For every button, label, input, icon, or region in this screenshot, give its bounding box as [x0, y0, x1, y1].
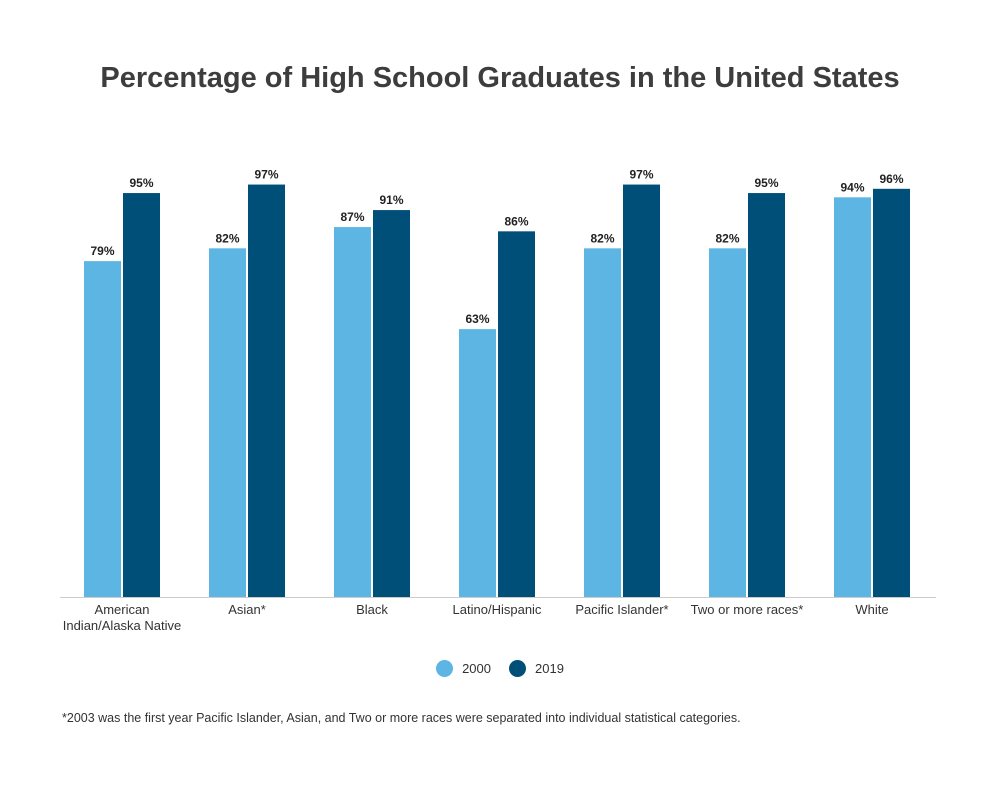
legend-swatch-2000: [436, 660, 454, 677]
data-label-2000-3: 63%: [465, 312, 489, 326]
category-label-0-line2: Indian/Alaska Native: [63, 618, 182, 633]
legend-swatch-2019: [509, 660, 526, 677]
data-label-2019-1: 97%: [254, 168, 278, 182]
bar-2019-2: [373, 210, 410, 597]
bar-2000-5: [709, 248, 746, 597]
category-label-1: Asian*: [228, 602, 266, 617]
bar-2000-0: [84, 261, 121, 597]
data-label-2019-2: 91%: [379, 193, 403, 207]
legend-label-2000: 2000: [462, 661, 491, 676]
bar-2019-3: [498, 231, 535, 597]
category-label-2: Black: [356, 602, 388, 617]
category-label-4: Pacific Islander*: [575, 602, 668, 617]
footnote: *2003 was the first year Pacific Islande…: [62, 711, 741, 725]
data-label-2019-0: 95%: [129, 176, 153, 190]
legend: 2000 2019: [0, 660, 1000, 677]
bar-2000-3: [459, 329, 496, 597]
category-label-6: White: [855, 602, 888, 617]
data-label-2019-5: 95%: [754, 176, 778, 190]
data-label-2019-4: 97%: [629, 168, 653, 182]
bar-2019-0: [123, 193, 160, 597]
data-label-2000-4: 82%: [590, 231, 614, 245]
category-label-3: Latino/Hispanic: [453, 602, 542, 617]
bar-2019-5: [748, 193, 785, 597]
bar-2000-4: [584, 248, 621, 597]
data-label-2000-6: 94%: [840, 180, 864, 194]
data-label-2000-5: 82%: [715, 231, 739, 245]
legend-item-2019: 2019: [509, 660, 564, 677]
bar-2000-1: [209, 248, 246, 597]
chart-title: Percentage of High School Graduates in t…: [100, 62, 900, 94]
bar-2000-6: [834, 197, 871, 597]
bar-2019-1: [248, 184, 285, 597]
data-label-2000-2: 87%: [340, 210, 364, 224]
legend-label-2019: 2019: [535, 661, 564, 676]
data-label-2000-0: 79%: [90, 244, 114, 258]
bar-2019-4: [623, 184, 660, 597]
category-label-5: Two or more races*: [691, 602, 804, 617]
legend-item-2000: 2000: [436, 660, 491, 677]
bar-2000-2: [334, 227, 371, 598]
data-label-2019-3: 86%: [504, 214, 528, 228]
data-label-2000-1: 82%: [215, 231, 239, 245]
bar-2019-6: [873, 188, 910, 598]
category-label-0: American: [95, 602, 150, 617]
data-label-2019-6: 96%: [879, 172, 903, 186]
